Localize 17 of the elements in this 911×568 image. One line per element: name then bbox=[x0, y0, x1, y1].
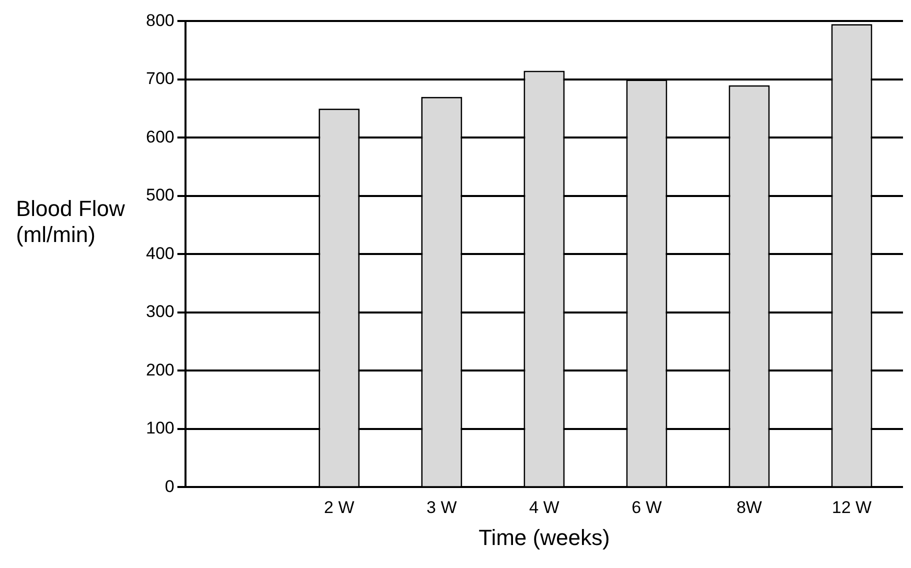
y-tick-label: 600 bbox=[146, 127, 174, 146]
y-tick-label: 800 bbox=[146, 10, 174, 30]
x-tick-label: 3 W bbox=[426, 498, 457, 518]
x-tick-label: 8W bbox=[736, 498, 762, 518]
y-tick-label: 400 bbox=[146, 244, 174, 263]
y-tick-label: 200 bbox=[146, 360, 174, 380]
y-tick-label: 300 bbox=[146, 302, 174, 322]
y-tick-label: 100 bbox=[146, 418, 174, 438]
x-tick-label: 4 W bbox=[529, 498, 560, 518]
y-tick-label: 500 bbox=[146, 186, 174, 205]
y-axis-title: Blood Flow (ml/min) bbox=[15, 196, 126, 249]
x-tick-label: 6 W bbox=[632, 498, 662, 518]
x-axis-title: Time (weeks) bbox=[478, 524, 610, 550]
y-tick-label: 700 bbox=[146, 69, 174, 88]
x-tick-label: 12 W bbox=[832, 498, 872, 518]
y-tick-label: 0 bbox=[164, 476, 174, 496]
x-tick-label: 2 W bbox=[324, 498, 354, 518]
